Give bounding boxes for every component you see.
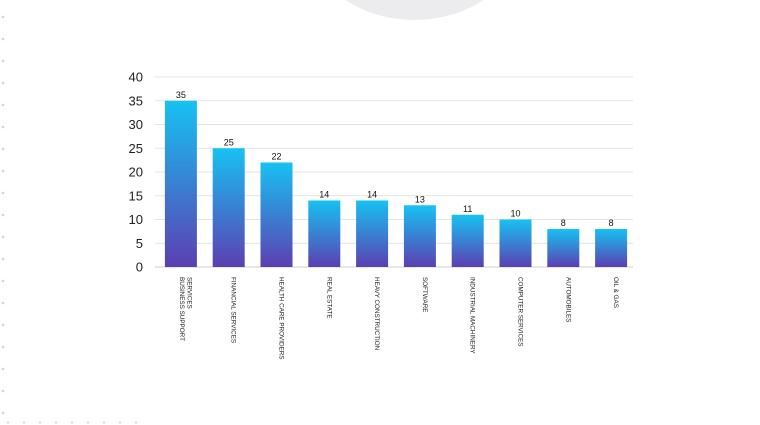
y-tick-label: 25 [129,141,143,156]
bottom-edge-dots-decoration [0,420,140,425]
y-tick-label: 40 [129,70,143,85]
bar [547,229,580,267]
data-label: 22 [271,152,281,162]
category-label: SOFTWARE [421,277,428,312]
category-label: INDUSTRIAL MACHINERY [469,277,476,354]
value-labels: 35 25 22 14 14 13 11 10 8 8 [176,90,614,228]
data-label: 10 [510,209,520,219]
data-label: 13 [415,194,425,204]
y-tick-label: 0 [136,260,143,275]
category-label: HEAVY CONSTRUCTION [373,277,380,351]
category-label: BUSINESS SUPPORT [178,277,185,341]
category-label: OIL & GAS [612,277,619,308]
bar [212,148,245,267]
data-label: 14 [367,190,377,200]
category-label: HEALTH CARE PROVIDERS [278,277,285,359]
bar [356,200,389,267]
category-label: AUTOMOBILES [564,277,571,322]
data-label: 35 [176,90,186,100]
bar [403,205,436,267]
category-labels: BUSINESS SUPPORT SERVICES FINANCIAL SERVIC… [178,277,619,359]
y-tick-label: 10 [129,212,143,227]
category-label: REAL ESTATE [325,277,332,319]
bar [308,200,341,267]
y-tick-label: 35 [129,93,143,108]
bar [595,229,628,267]
bars [164,100,628,267]
data-label: 11 [463,204,472,214]
category-label: FINANCIAL SERVICES [230,277,237,343]
bar [451,214,484,267]
y-tick-label: 15 [129,188,143,203]
data-label: 14 [319,190,329,200]
data-label: 25 [224,137,234,147]
category-label: COMPUTER SERVICES [517,277,524,347]
category-label: SERVICES [186,277,193,309]
y-tick-label: 20 [129,165,143,180]
y-tick-label: 30 [129,117,143,132]
bar [260,162,293,267]
data-label: 8 [561,218,566,228]
y-axis-ticks: 0 5 10 15 20 25 30 35 40 [129,70,143,275]
left-edge-dots-decoration [0,0,6,425]
data-label: 8 [609,218,614,228]
y-tick-label: 5 [136,236,143,251]
bar [499,219,532,267]
bar [164,100,197,267]
